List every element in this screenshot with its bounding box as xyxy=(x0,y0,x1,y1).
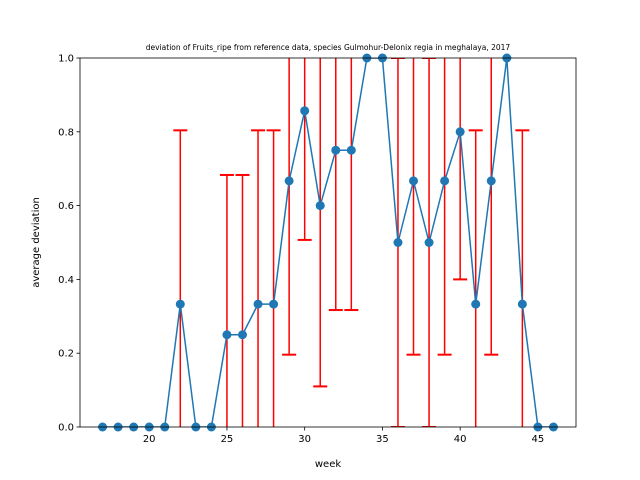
data-point xyxy=(300,106,310,116)
x-tick-label: 35 xyxy=(376,434,389,445)
data-point xyxy=(517,299,527,309)
data-point xyxy=(269,299,279,309)
data-point xyxy=(237,330,247,340)
data-point xyxy=(424,238,434,247)
data-point xyxy=(471,299,481,309)
x-tick-label: 45 xyxy=(532,434,545,445)
plot-area: 20 25 30 35 40 45 0.0 0.2 0.4 0.6 0.8 1.0 xyxy=(58,53,558,445)
y-tick-label: 0.0 xyxy=(58,423,74,434)
axes-frame xyxy=(79,57,577,428)
x-tick-label: 25 xyxy=(221,434,234,445)
y-tick-label: 0.6 xyxy=(58,201,74,212)
data-point xyxy=(315,201,325,211)
data-point xyxy=(440,176,450,186)
x-tick-label: 40 xyxy=(454,434,467,445)
y-tick-label: 1.0 xyxy=(58,54,74,65)
y-tick-label: 0.4 xyxy=(58,275,74,286)
series-line xyxy=(102,58,554,427)
data-point xyxy=(331,145,341,155)
data-point xyxy=(284,176,294,186)
data-point xyxy=(409,176,419,186)
data-point xyxy=(486,176,496,186)
data-point xyxy=(222,330,232,340)
x-tick-label: 30 xyxy=(298,434,311,445)
x-tick-label: 20 xyxy=(143,434,156,445)
y-axis-label: average deviation xyxy=(31,197,42,288)
y-tick-label: 0.2 xyxy=(58,349,74,360)
data-point xyxy=(175,299,185,309)
y-tick-label: 0.8 xyxy=(58,127,74,138)
data-point xyxy=(346,145,356,155)
data-point xyxy=(393,238,403,247)
x-axis-label: week xyxy=(315,459,341,470)
chart-title: deviation of Fruits_ripe from reference … xyxy=(146,43,511,52)
data-point xyxy=(455,127,465,137)
data-point xyxy=(253,299,263,309)
